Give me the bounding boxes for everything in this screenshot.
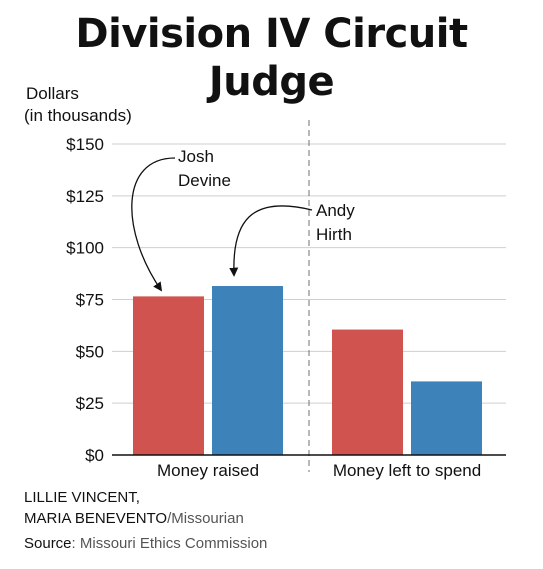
bar [411, 381, 482, 455]
annotation-josh-devine: Josh Devine [178, 147, 231, 190]
bar [133, 296, 204, 455]
annotation-andy-hirth: Andy Hirth [316, 201, 359, 244]
x-tick-label: Money raised [157, 461, 259, 480]
annotation-arrow-josh-devine [131, 157, 176, 292]
credit-names: MARIA BENEVENTO [24, 510, 168, 527]
y-axis-label-line-2: (in thousands) [24, 106, 132, 125]
chart-title-line-1: Division IV Circuit [75, 11, 468, 57]
y-axis-label-line-1: Dollars [26, 84, 79, 103]
y-tick-label: $25 [76, 394, 104, 413]
y-tick-label: $0 [85, 446, 104, 465]
y-tick-label: $50 [76, 342, 104, 361]
credit-line-2: MARIA BENEVENTO/Missourian [24, 508, 244, 529]
chart-title: Division IV Circuit Judge [0, 10, 543, 106]
chart-title-line-2: Judge [208, 59, 335, 105]
credit: LILLIE VINCENT, MARIA BENEVENTO/Missouri… [24, 487, 244, 529]
y-tick-label: $150 [66, 135, 104, 154]
credit-line-1: LILLIE VINCENT, [24, 489, 140, 506]
x-tick-label: Money left to spend [333, 461, 481, 480]
y-axis-label: Dollars (in thousands) [24, 83, 132, 127]
bar [332, 329, 403, 455]
credit-org: /Missourian [167, 510, 244, 527]
y-tick-label: $125 [66, 187, 104, 206]
source-label: Source [24, 535, 72, 552]
bar [212, 286, 283, 455]
source-note: Source: Missouri Ethics Commission [24, 535, 267, 552]
y-tick-label: $75 [76, 291, 104, 310]
source-text: : Missouri Ethics Commission [71, 535, 268, 552]
y-tick-label: $100 [66, 239, 104, 258]
annotation-arrow-andy-hirth [229, 205, 313, 277]
